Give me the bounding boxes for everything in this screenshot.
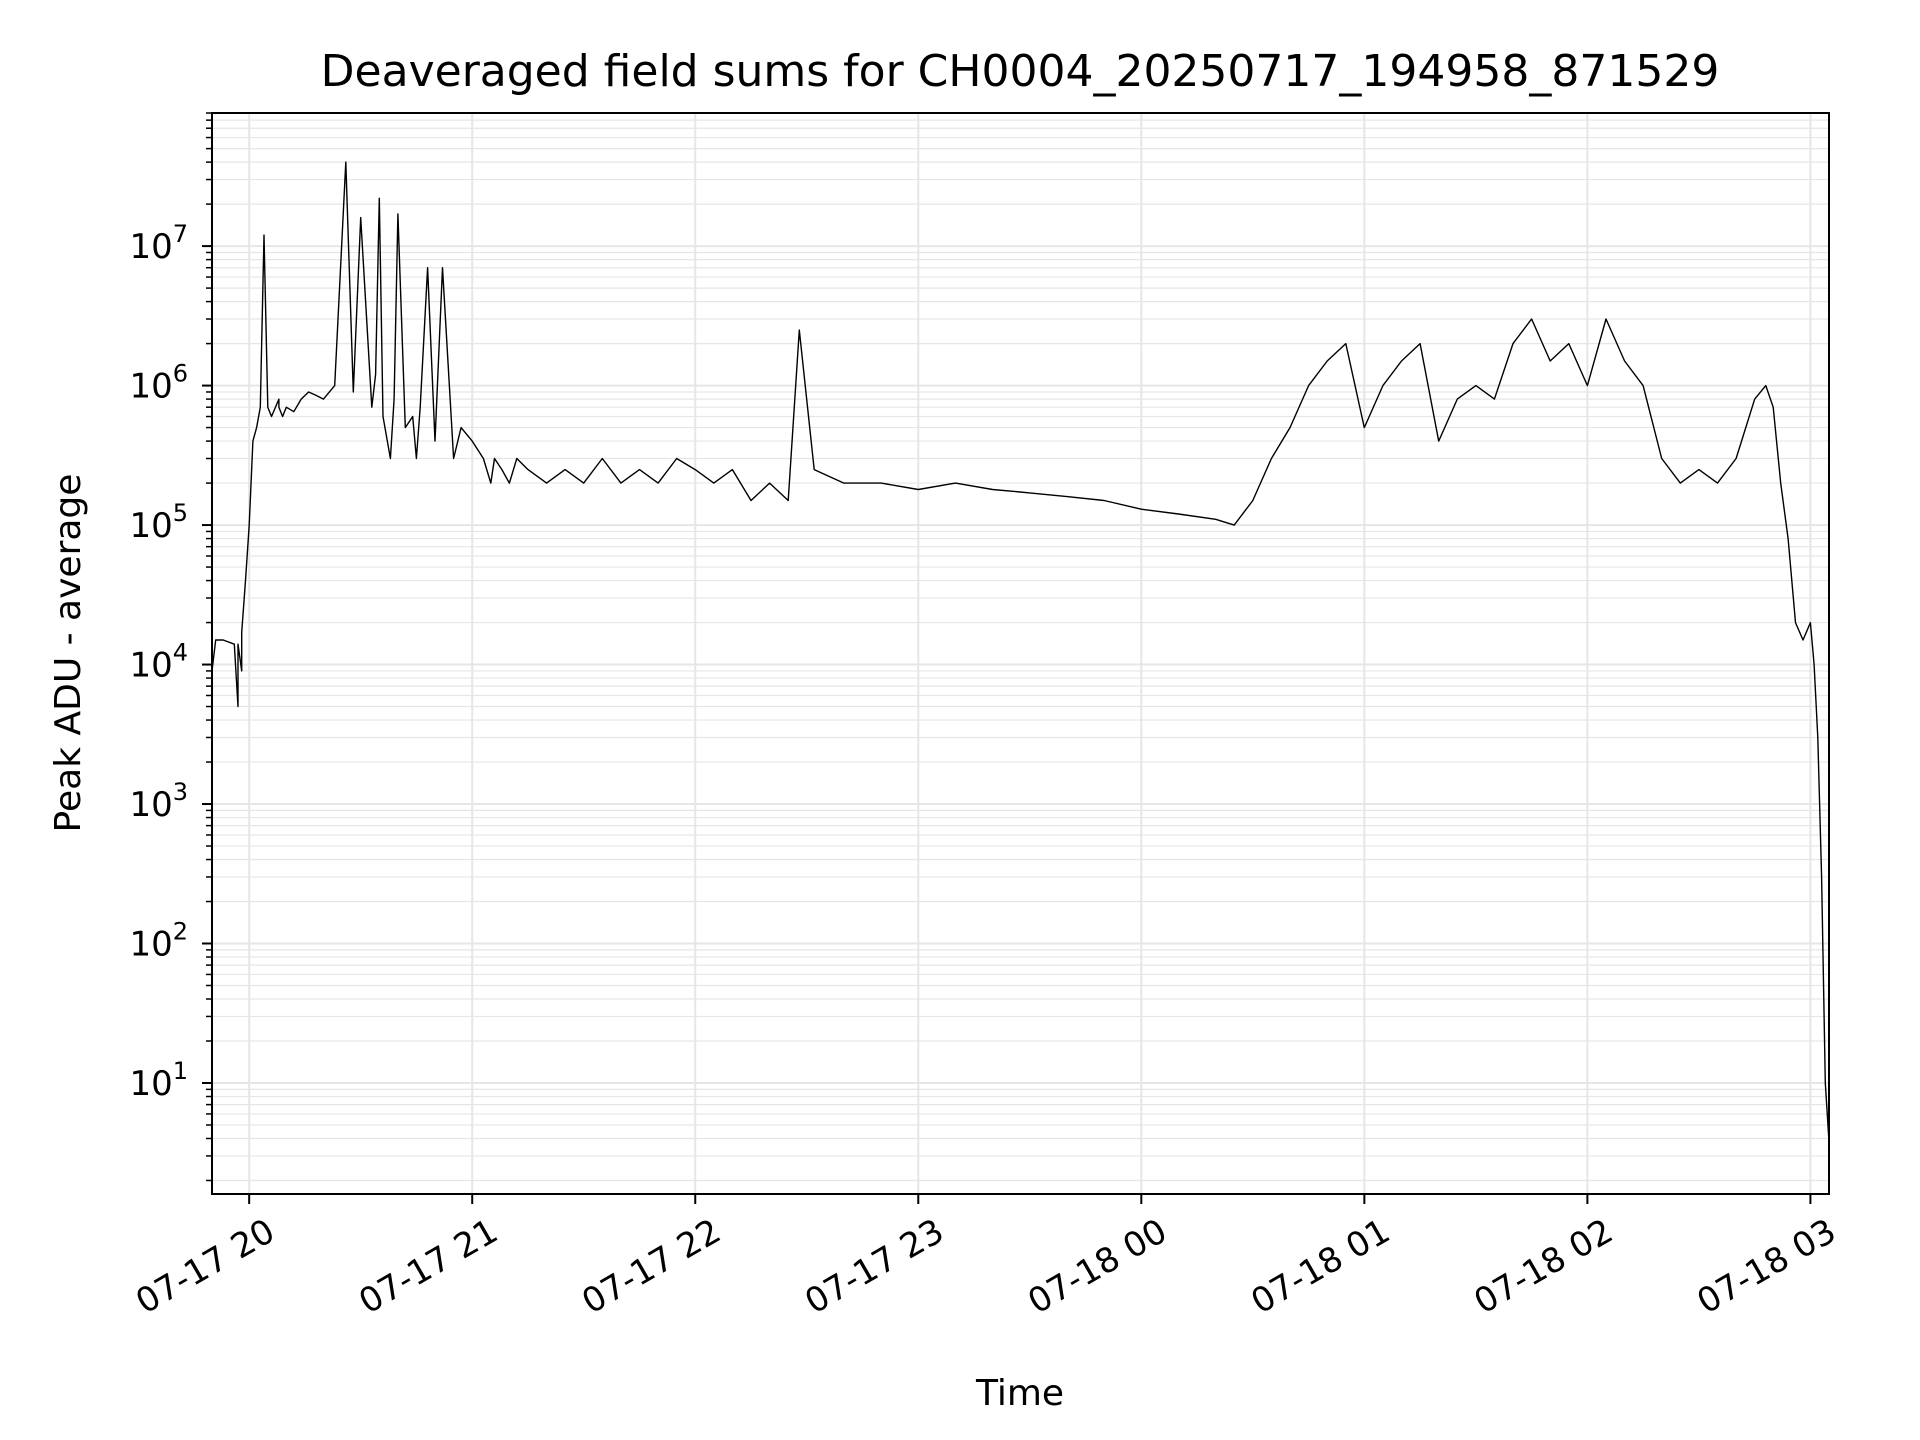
y-tick-base: 10 [129,1064,172,1104]
y-tick-label: 101 [129,1057,188,1104]
y-tick-exponent: 7 [173,220,188,248]
y-tick-base: 10 [129,227,172,267]
y-tick-label: 103 [129,778,188,825]
y-tick-base: 10 [129,367,172,407]
y-tick-exponent: 6 [173,360,188,388]
y-tick-exponent: 2 [173,918,188,946]
y-tick-base: 10 [129,646,172,686]
plot-frame [211,112,1830,1195]
y-tick-exponent: 5 [173,499,188,527]
y-tick-base: 10 [129,925,172,965]
y-tick-base: 10 [129,785,172,825]
series-line [211,161,1830,1142]
y-tick-label: 107 [129,220,188,267]
y-tick-exponent: 3 [173,778,188,806]
major-gridlines [212,113,1829,1194]
y-tick-label: 106 [129,360,188,407]
x-axis-label: Time [975,1373,1064,1414]
y-tick-label: 105 [129,499,188,546]
minor-gridlines [212,112,1829,1182]
y-tick-exponent: 1 [173,1057,188,1085]
y-tick-base: 10 [129,506,172,546]
chart-title: Deaveraged field sums for CH0004_2025071… [321,46,1720,97]
y-tick-label: 104 [129,639,188,686]
y-tick-label: 102 [129,918,188,965]
y-tick-exponent: 4 [173,639,188,667]
y-axis-label: Peak ADU - average [48,474,89,833]
